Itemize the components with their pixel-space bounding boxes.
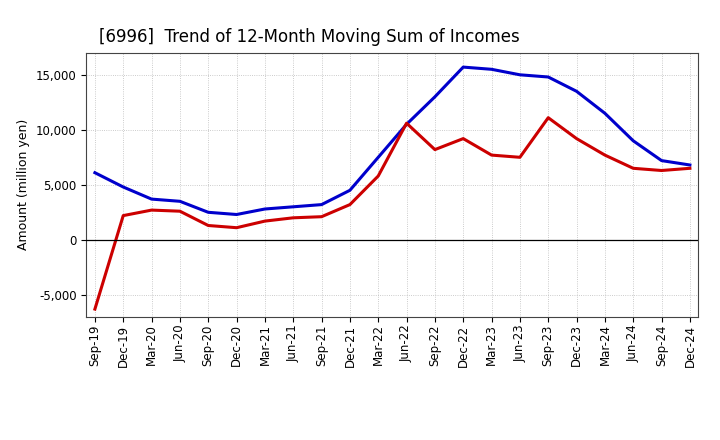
Net Income — [289, 215, 297, 220]
Net Income — [459, 136, 467, 141]
Net Income — [261, 219, 269, 224]
Ordinary Income — [204, 210, 212, 215]
Ordinary Income — [176, 199, 184, 204]
Ordinary Income — [516, 72, 524, 77]
Net Income — [374, 173, 382, 179]
Ordinary Income — [600, 111, 609, 116]
Ordinary Income — [487, 66, 496, 72]
Ordinary Income — [657, 158, 666, 163]
Ordinary Income — [233, 212, 241, 217]
Net Income — [402, 121, 411, 126]
Net Income — [629, 165, 637, 171]
Line: Net Income: Net Income — [95, 117, 690, 309]
Ordinary Income — [346, 187, 354, 193]
Net Income — [487, 153, 496, 158]
Net Income — [544, 115, 552, 120]
Ordinary Income — [685, 162, 694, 168]
Ordinary Income — [261, 206, 269, 212]
Ordinary Income — [374, 154, 382, 160]
Ordinary Income — [459, 65, 467, 70]
Ordinary Income — [402, 121, 411, 127]
Ordinary Income — [572, 88, 581, 94]
Text: [6996]  Trend of 12-Month Moving Sum of Incomes: [6996] Trend of 12-Month Moving Sum of I… — [99, 28, 519, 46]
Net Income — [572, 136, 581, 141]
Ordinary Income — [148, 196, 156, 202]
Ordinary Income — [544, 74, 552, 80]
Net Income — [119, 213, 127, 218]
Net Income — [233, 225, 241, 231]
Net Income — [346, 202, 354, 207]
Line: Ordinary Income: Ordinary Income — [95, 67, 690, 215]
Ordinary Income — [629, 138, 637, 143]
Net Income — [685, 165, 694, 171]
Net Income — [91, 306, 99, 312]
Net Income — [657, 168, 666, 173]
Net Income — [431, 147, 439, 152]
Net Income — [600, 153, 609, 158]
Ordinary Income — [318, 202, 326, 207]
Net Income — [148, 208, 156, 213]
Ordinary Income — [431, 94, 439, 99]
Net Income — [318, 214, 326, 220]
Ordinary Income — [119, 184, 127, 190]
Net Income — [204, 223, 212, 228]
Ordinary Income — [91, 170, 99, 175]
Net Income — [176, 209, 184, 214]
Net Income — [516, 154, 524, 160]
Ordinary Income — [289, 204, 297, 209]
Y-axis label: Amount (million yen): Amount (million yen) — [17, 119, 30, 250]
